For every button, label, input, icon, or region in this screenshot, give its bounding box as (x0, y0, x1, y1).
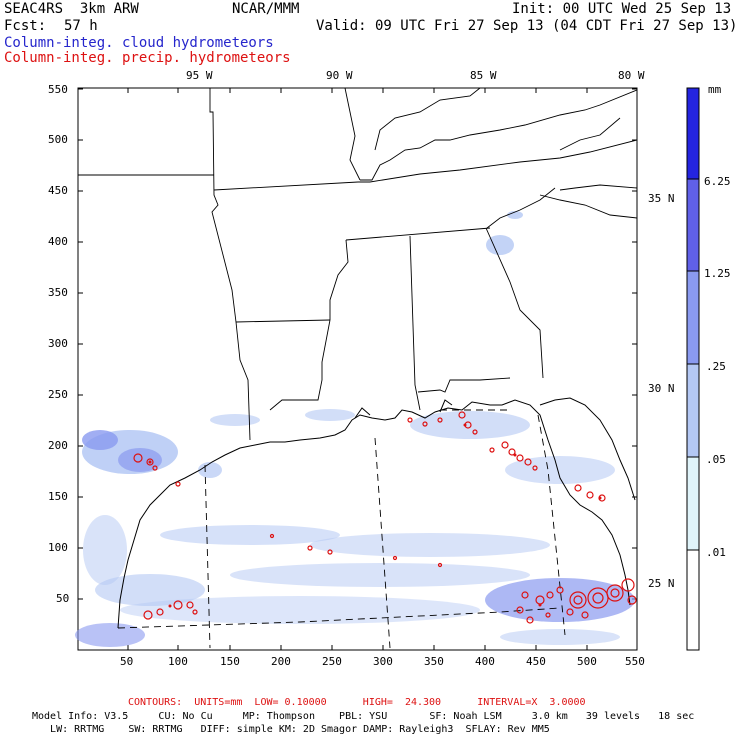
colorbar-label-0-05: .05 (706, 453, 726, 466)
x-tick-250: 250 (322, 655, 342, 668)
model-info-line2: LW: RRTMG SW: RRTMG DIFF: simple KM: 2D … (32, 724, 550, 735)
x-tick-450: 450 (526, 655, 546, 668)
colorbar-label-1-25: 1.25 (704, 267, 731, 280)
model-title: SEAC4RS 3km ARW (4, 1, 139, 17)
y-tick-500: 500 (48, 133, 68, 146)
lon-label-85w: 85 W (470, 69, 497, 82)
y-tick-350: 350 (48, 286, 68, 299)
x-tick-500: 500 (577, 655, 597, 668)
x-tick-50: 50 (120, 655, 134, 668)
model-info-line1: Model Info: V3.5 CU: No Cu MP: Thompson … (32, 711, 695, 722)
lat-label-25n: 25 N (648, 577, 675, 590)
x-tick-200: 200 (271, 655, 291, 668)
center-label: NCAR/MMM (232, 1, 300, 17)
cloud-hydrometeor-shading (75, 211, 635, 647)
colorbar-label-6-25: 6.25 (704, 175, 731, 188)
x-tick-100: 100 (168, 655, 188, 668)
y-tick-450: 450 (48, 184, 68, 197)
lat-label-30n: 30 N (648, 382, 675, 395)
forecast-label: Fcst: (4, 18, 47, 34)
y-tick-100: 100 (48, 541, 68, 554)
colorbar-label-0-25: .25 (706, 360, 726, 373)
valid-time: Valid: 09 UTC Fri 27 Sep 13 (04 CDT Fri … (316, 18, 738, 34)
y-tick-200: 200 (48, 439, 68, 452)
y-tick-300: 300 (48, 337, 68, 350)
lon-label-95w: 95 W (186, 69, 213, 82)
x-tick-550: 550 (625, 655, 645, 668)
contour-info: CONTOURS: UNITS=mm LOW= 0.10000 HIGH= 24… (128, 697, 586, 708)
precip-hydrometeor-dots (148, 423, 602, 608)
y-tick-400: 400 (48, 235, 68, 248)
forecast-hours: 57 h (64, 18, 98, 34)
x-tick-350: 350 (424, 655, 444, 668)
colorbar-label-0-01: .01 (706, 546, 726, 559)
y-tick-50: 50 (56, 592, 70, 605)
x-tick-150: 150 (220, 655, 240, 668)
init-time: Init: 00 UTC Wed 25 Sep 13 (512, 1, 732, 17)
coastline (117, 397, 636, 629)
lon-label-90w: 90 W (326, 69, 353, 82)
field-label-cloud: Column-integ. cloud hydrometeors (4, 35, 274, 51)
x-tick-400: 400 (475, 655, 495, 668)
x-tick-300: 300 (373, 655, 393, 668)
frame-ticks (78, 88, 638, 650)
y-tick-550: 550 (48, 83, 68, 96)
field-label-precip: Column-integ. precip. hydrometeors (4, 50, 291, 66)
lon-label-80w: 80 W (618, 69, 645, 82)
colorbar (686, 87, 700, 651)
political-boundaries (78, 87, 638, 441)
lat-label-35n: 35 N (648, 192, 675, 205)
colorbar-unit: mm (708, 83, 722, 96)
y-tick-150: 150 (48, 490, 68, 503)
y-tick-250: 250 (48, 388, 68, 401)
nested-domain-box (117, 409, 566, 649)
